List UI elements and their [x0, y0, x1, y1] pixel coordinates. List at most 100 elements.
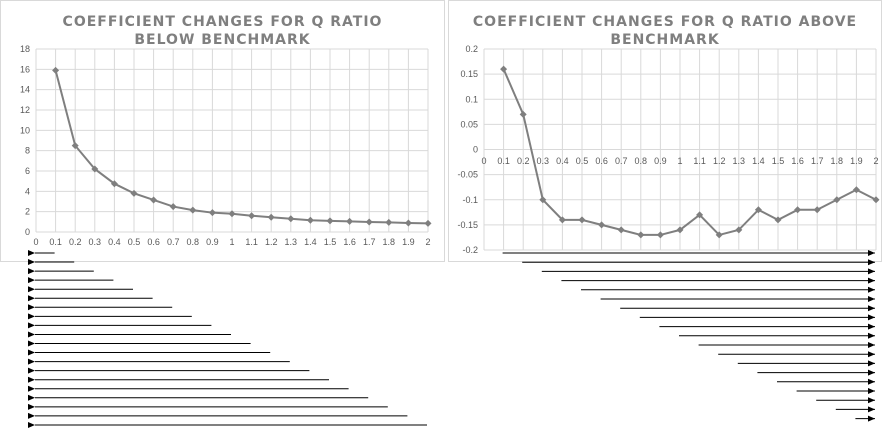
data-point — [676, 226, 684, 234]
data-point — [110, 180, 118, 188]
x-tick-label: 0.3 — [89, 237, 102, 247]
x-tick-label: 1.4 — [304, 237, 317, 247]
x-tick-label: 1.3 — [285, 237, 298, 247]
data-point — [833, 196, 841, 204]
x-tick-label: 1.8 — [831, 156, 844, 166]
y-tick-label: 16 — [20, 64, 30, 74]
data-point — [617, 226, 625, 234]
x-tick-label: 1.3 — [733, 156, 746, 166]
data-point — [735, 226, 743, 234]
data-point — [91, 165, 99, 173]
x-tick-label: 1.1 — [245, 237, 258, 247]
data-point — [52, 66, 60, 74]
data-point — [365, 218, 373, 226]
data-point — [306, 216, 314, 224]
x-tick-label: 1 — [229, 237, 234, 247]
data-point — [150, 196, 158, 204]
x-tick-label: 1.1 — [693, 156, 706, 166]
x-tick-label: 2 — [425, 237, 430, 247]
data-point — [519, 110, 527, 118]
x-tick-label: 1.4 — [752, 156, 765, 166]
y-tick-label: -0.2 — [462, 245, 478, 255]
x-tick-label: 1 — [677, 156, 682, 166]
data-point — [794, 206, 802, 214]
y-tick-label: 0 — [25, 227, 30, 237]
y-tick-label: 2 — [25, 207, 30, 217]
x-tick-label: 0.2 — [517, 156, 530, 166]
y-tick-label: -0.1 — [462, 195, 478, 205]
y-tick-label: 0.15 — [460, 69, 478, 79]
y-tick-label: 0.2 — [465, 44, 478, 54]
x-tick-label: 0.7 — [167, 237, 180, 247]
x-tick-label: 0.9 — [206, 237, 219, 247]
x-tick-label: 1.9 — [402, 237, 415, 247]
data-point — [169, 203, 177, 211]
y-tick-label: 14 — [20, 85, 30, 95]
x-tick-label: 0.5 — [576, 156, 589, 166]
x-tick-label: 2 — [873, 156, 878, 166]
x-tick-label: 0.5 — [128, 237, 141, 247]
data-point — [578, 216, 586, 224]
data-point — [872, 196, 880, 204]
y-tick-label: 12 — [20, 105, 30, 115]
y-tick-label: 0.05 — [460, 119, 478, 129]
x-tick-label: 1.5 — [772, 156, 785, 166]
data-point — [500, 65, 508, 73]
x-tick-label: 1.2 — [713, 156, 726, 166]
y-tick-label: 0.1 — [465, 94, 478, 104]
data-point — [404, 219, 412, 227]
x-tick-label: 0 — [481, 156, 486, 166]
x-tick-label: 0.9 — [654, 156, 667, 166]
x-tick-label: 0.6 — [595, 156, 608, 166]
x-tick-label: 0.7 — [615, 156, 628, 166]
data-point — [637, 231, 645, 239]
data-point — [852, 186, 860, 194]
data-point — [248, 212, 256, 220]
x-tick-label: 1.7 — [811, 156, 824, 166]
x-tick-label: 0.3 — [537, 156, 550, 166]
data-point — [228, 210, 236, 218]
chart-panel-below-benchmark: COEFFICIENT CHANGES FOR Q RATIO BELOW BE… — [0, 0, 445, 262]
y-tick-label: 0 — [473, 145, 478, 155]
data-point — [656, 231, 664, 239]
x-tick-label: 0.4 — [556, 156, 569, 166]
data-point — [346, 217, 354, 225]
y-tick-label: -0.15 — [457, 220, 478, 230]
x-tick-label: 1.5 — [324, 237, 337, 247]
y-tick-label: 18 — [20, 44, 30, 54]
x-tick-label: 1.7 — [363, 237, 376, 247]
y-tick-label: -0.05 — [457, 170, 478, 180]
x-tick-label: 1.8 — [383, 237, 396, 247]
data-point — [130, 189, 138, 197]
data-point — [754, 206, 762, 214]
data-point — [287, 215, 295, 223]
data-point — [774, 216, 782, 224]
x-tick-label: 1.6 — [791, 156, 804, 166]
x-tick-label: 0.2 — [69, 237, 82, 247]
data-point — [715, 231, 723, 239]
data-point — [424, 219, 432, 227]
data-point — [598, 221, 606, 229]
data-point — [813, 206, 821, 214]
data-point — [696, 211, 704, 219]
x-tick-label: 0.1 — [49, 237, 62, 247]
chart-panel-above-benchmark: COEFFICIENT CHANGES FOR Q RATIO ABOVE BE… — [448, 0, 882, 262]
data-point — [267, 213, 275, 221]
x-tick-label: 0.8 — [187, 237, 200, 247]
x-tick-label: 0.4 — [108, 237, 121, 247]
x-tick-label: 0.1 — [497, 156, 510, 166]
data-point — [189, 206, 197, 214]
y-tick-label: 4 — [25, 186, 30, 196]
data-point — [208, 209, 216, 217]
chart-title-above: COEFFICIENT CHANGES FOR Q RATIO ABOVE BE… — [472, 14, 858, 48]
data-point — [326, 217, 334, 225]
x-tick-label: 1.9 — [850, 156, 863, 166]
x-tick-label: 1.6 — [343, 237, 356, 247]
y-tick-label: 10 — [20, 125, 30, 135]
y-tick-label: 6 — [25, 166, 30, 176]
data-point — [71, 142, 79, 150]
x-tick-label: 1.2 — [265, 237, 278, 247]
